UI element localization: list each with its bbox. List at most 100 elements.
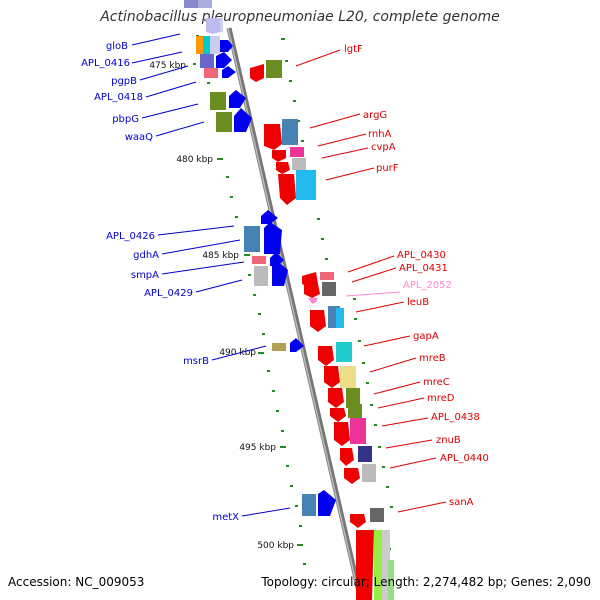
gene-block[interactable] — [210, 36, 220, 54]
gene-block[interactable] — [388, 560, 394, 600]
gene-block[interactable] — [302, 494, 316, 516]
gene-label[interactable]: APL_2052 — [403, 280, 452, 291]
gene-label[interactable]: pbpG — [112, 114, 139, 125]
gene-arrow[interactable] — [216, 52, 232, 68]
gene-label[interactable]: msrB — [183, 356, 209, 367]
gene-label[interactable]: APL_0438 — [431, 412, 480, 423]
gene-label[interactable]: cvpA — [371, 142, 396, 153]
gene-block[interactable] — [346, 388, 360, 408]
gene-block[interactable] — [374, 530, 384, 600]
gene-arrow[interactable] — [234, 108, 252, 132]
gene-arrow[interactable] — [276, 162, 290, 174]
gene-block[interactable] — [290, 147, 304, 157]
gene-arrow[interactable] — [318, 490, 336, 516]
gene-block[interactable] — [296, 170, 316, 200]
gene-arrow[interactable] — [272, 150, 286, 162]
gene-block[interactable] — [196, 36, 204, 54]
gene-label[interactable]: sanA — [449, 497, 474, 508]
gene-label[interactable]: rnhA — [368, 129, 392, 140]
gene-block[interactable] — [210, 92, 226, 110]
gene-block[interactable] — [254, 266, 268, 286]
gene-block[interactable] — [266, 60, 282, 78]
gene-arrow[interactable] — [344, 468, 360, 484]
gene-block[interactable] — [322, 282, 336, 296]
gene-label[interactable]: APL_0426 — [106, 231, 155, 242]
left-leader-lines — [131, 33, 291, 517]
backbone — [226, 27, 364, 600]
gene-label[interactable]: mreB — [419, 353, 446, 364]
gene-arrow[interactable] — [250, 64, 264, 82]
gene-arrow[interactable] — [272, 262, 288, 286]
gene-label[interactable]: APL_0429 — [144, 288, 193, 299]
gene-block[interactable] — [370, 508, 384, 522]
gene-label[interactable]: leuB — [407, 297, 429, 308]
gene-arrow[interactable] — [290, 338, 304, 352]
gene-label[interactable]: purF — [376, 163, 399, 174]
gene-label[interactable]: APL_0431 — [399, 263, 448, 274]
gene-label[interactable]: mreC — [423, 377, 450, 388]
gene-block[interactable] — [282, 119, 298, 145]
gene-arrow[interactable] — [318, 346, 334, 366]
gene-arrow[interactable] — [310, 310, 326, 332]
gene-label[interactable]: gloB — [106, 41, 128, 52]
gene-arrow[interactable] — [264, 222, 282, 254]
right-gene-labels: lgtF argG rnhA cvpA purF APL_0430 APL_04… — [344, 44, 489, 508]
gene-block[interactable] — [358, 446, 372, 462]
gene-arrow[interactable] — [206, 18, 220, 34]
gene-label[interactable]: pgpB — [111, 76, 137, 87]
scale-tick-label: 475 kbp — [149, 61, 186, 71]
gene-label[interactable]: APL_0430 — [397, 250, 446, 261]
gene-block[interactable] — [362, 464, 376, 482]
gene-block[interactable] — [336, 342, 352, 362]
gene-label[interactable]: metX — [212, 512, 239, 523]
gene-arrow[interactable] — [356, 530, 374, 600]
gene-label[interactable]: argG — [363, 110, 387, 121]
gene-label[interactable]: lgtF — [344, 44, 363, 55]
gene-arrow[interactable] — [308, 298, 318, 304]
gene-block[interactable] — [272, 343, 286, 351]
scale-tick-label: 500 kbp — [257, 541, 294, 551]
accession-text: Accession: NC_009053 — [8, 575, 145, 589]
gene-block[interactable] — [348, 404, 362, 418]
gene-block[interactable] — [203, 36, 211, 54]
gene-label[interactable]: APL_0416 — [81, 58, 130, 69]
gene-block[interactable] — [340, 366, 356, 388]
gene-label[interactable]: waaQ — [125, 132, 153, 143]
gene-block[interactable] — [252, 256, 266, 264]
gene-label[interactable]: APL_0418 — [94, 92, 143, 103]
gene-arrow[interactable] — [340, 448, 354, 466]
gene-label[interactable]: gapA — [413, 331, 439, 342]
gene-arrow[interactable] — [270, 252, 284, 266]
gene-label[interactable]: gdhA — [133, 250, 159, 261]
gene-arrow[interactable] — [264, 124, 282, 150]
left-gene-labels: gloB APL_0416 pgpB APL_0418 pbpG waaQ AP… — [81, 41, 239, 523]
gene-block[interactable] — [320, 272, 334, 280]
gene-arrow[interactable] — [350, 514, 366, 528]
gene-block[interactable] — [336, 308, 344, 328]
gene-label[interactable]: APL_0440 — [440, 453, 489, 464]
gene-block[interactable] — [244, 226, 260, 252]
gene-block[interactable] — [204, 68, 218, 78]
gene-arrow[interactable] — [328, 388, 344, 408]
gene-arrow[interactable] — [222, 66, 236, 78]
gene-block[interactable] — [184, 0, 198, 8]
gene-arrow[interactable] — [334, 422, 350, 446]
gene-block[interactable] — [350, 418, 366, 444]
gene-block[interactable] — [382, 530, 390, 600]
scale-tick-label: 495 kbp — [239, 443, 276, 453]
gene-arrow[interactable] — [324, 366, 340, 388]
gene-arrow[interactable] — [304, 284, 320, 298]
gene-block[interactable] — [292, 158, 306, 170]
gene-arrow[interactable] — [261, 210, 278, 224]
gene-block[interactable] — [200, 54, 214, 68]
gene-block[interactable] — [216, 112, 232, 132]
gene-label[interactable]: smpA — [131, 270, 159, 281]
gene-arrow[interactable] — [278, 174, 296, 205]
gene-arrow[interactable] — [229, 90, 246, 108]
gene-arrow[interactable] — [220, 40, 233, 52]
gene-arrow[interactable] — [330, 408, 346, 422]
gene-label[interactable]: znuB — [436, 435, 461, 446]
gene-label[interactable]: mreD — [427, 393, 455, 404]
gene-block[interactable] — [198, 0, 212, 8]
